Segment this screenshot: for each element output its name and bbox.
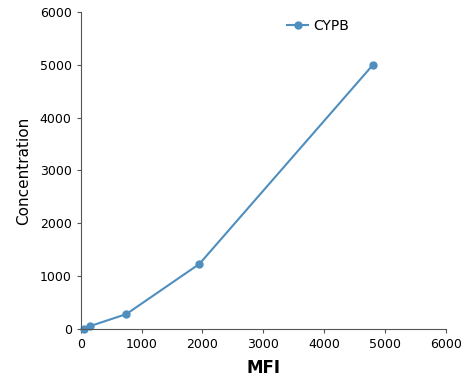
X-axis label: MFI: MFI	[246, 359, 280, 377]
Legend: CYPB: CYPB	[287, 19, 349, 33]
CYPB	[123, 312, 129, 316]
Y-axis label: Concentration: Concentration	[16, 116, 31, 225]
Line: CYPB: CYPB	[80, 61, 377, 332]
CYPB	[81, 327, 87, 331]
CYPB	[370, 62, 376, 67]
CYPB	[197, 261, 202, 266]
CYPB	[87, 324, 93, 328]
